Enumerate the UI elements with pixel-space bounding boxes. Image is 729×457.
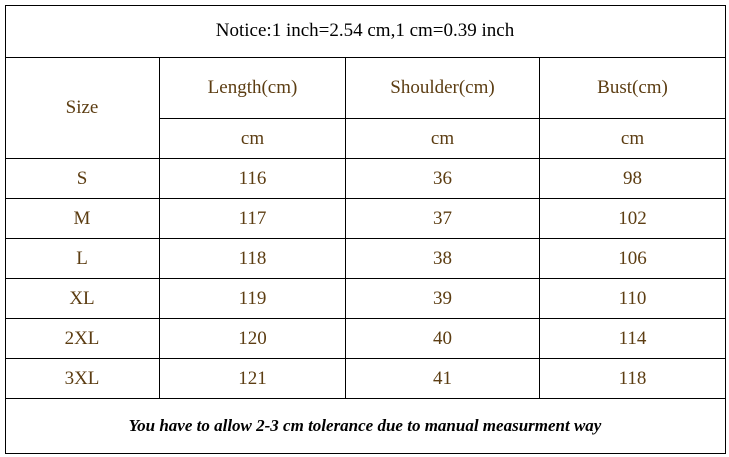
measurement: 116 (160, 159, 346, 199)
measurement: 117 (160, 199, 346, 239)
measurement: 118 (540, 359, 726, 399)
footer-note: You have to allow 2-3 cm tolerance due t… (5, 399, 726, 454)
size-label: 2XL (5, 319, 160, 359)
measurement: 41 (346, 359, 540, 399)
unit-label: cm (160, 119, 346, 159)
unit-label: cm (540, 119, 726, 159)
size-label: 3XL (5, 359, 160, 399)
size-label: L (5, 239, 160, 279)
measurement: 102 (540, 199, 726, 239)
unit-label: cm (346, 119, 540, 159)
measurement: 114 (540, 319, 726, 359)
size-label: M (5, 199, 160, 239)
measurement: 37 (346, 199, 540, 239)
column-header: Length(cm) (160, 58, 346, 119)
size-label: S (5, 159, 160, 199)
column-header: Bust(cm) (540, 58, 726, 119)
size-label: XL (5, 279, 160, 319)
measurement: 40 (346, 319, 540, 359)
measurement: 38 (346, 239, 540, 279)
measurement: 119 (160, 279, 346, 319)
measurement: 106 (540, 239, 726, 279)
column-header: Shoulder(cm) (346, 58, 540, 119)
measurement: 98 (540, 159, 726, 199)
table-frame (5, 5, 726, 453)
measurement: 118 (160, 239, 346, 279)
measurement: 121 (160, 359, 346, 399)
measurement: 36 (346, 159, 540, 199)
size-header: Size (5, 58, 160, 159)
notice: Notice:1 inch=2.54 cm,1 cm=0.39 inch (5, 5, 726, 58)
measurement: 120 (160, 319, 346, 359)
measurement: 110 (540, 279, 726, 319)
measurement: 39 (346, 279, 540, 319)
